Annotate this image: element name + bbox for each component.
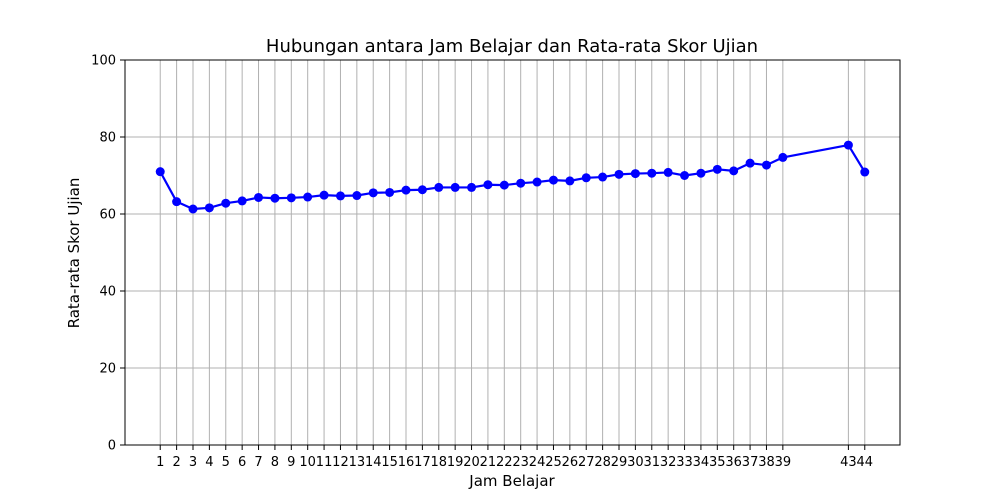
data-point — [237, 196, 247, 206]
series-line — [159, 143, 866, 211]
x-tick-label: 8 — [271, 455, 279, 470]
data-point — [303, 192, 313, 202]
data-point — [614, 169, 624, 179]
x-tick-label: 7 — [254, 455, 262, 470]
data-point — [729, 166, 739, 176]
data-point — [417, 185, 427, 195]
data-point — [385, 187, 395, 197]
data-point — [319, 190, 329, 200]
data-point — [548, 175, 558, 185]
x-tick-label: 28 — [594, 455, 611, 470]
x-tick-label: 3 — [189, 455, 197, 470]
x-tick-label: 35 — [709, 455, 726, 470]
data-point — [483, 180, 493, 190]
data-point — [204, 203, 214, 213]
x-tick-label: 25 — [545, 455, 562, 470]
x-tick-label: 5 — [222, 455, 230, 470]
x-tick-label: 14 — [365, 455, 382, 470]
data-point — [254, 192, 264, 202]
x-tick-label: 36 — [725, 455, 742, 470]
data-point — [581, 173, 591, 183]
data-point — [450, 182, 460, 192]
x-tick-label: 2 — [172, 455, 180, 470]
data-point — [565, 176, 575, 186]
y-tick-label: 80 — [99, 131, 116, 146]
x-tick-label: 43 — [840, 455, 857, 470]
data-point — [434, 182, 444, 192]
data-point — [335, 191, 345, 201]
x-axis-label: Jam Belajar — [468, 472, 555, 490]
x-tick-label: 24 — [529, 455, 546, 470]
data-point — [516, 178, 526, 188]
x-tick-label: 15 — [381, 455, 398, 470]
y-axis-label: Rata-rata Skor Ujian — [65, 178, 83, 329]
x-tick-label: 37 — [742, 455, 759, 470]
x-tick-label: 31 — [643, 455, 660, 470]
data-point — [172, 197, 182, 207]
data-point — [286, 193, 296, 203]
x-tick-label: 38 — [758, 455, 775, 470]
x-tick-label: 17 — [414, 455, 431, 470]
x-tick-label: 10 — [299, 455, 316, 470]
plot-frame — [124, 59, 901, 446]
x-tick-label: 29 — [611, 455, 628, 470]
x-tick-label: 27 — [578, 455, 595, 470]
data-point — [696, 168, 706, 178]
x-tick-label: 20 — [463, 455, 480, 470]
x-tick-label: 16 — [398, 455, 415, 470]
data-point — [647, 168, 657, 178]
grid-layer — [125, 59, 900, 446]
data-point — [532, 177, 542, 187]
data-point — [843, 140, 853, 150]
x-tick-label: 39 — [775, 455, 792, 470]
x-tick-label: 19 — [447, 455, 464, 470]
data-point — [630, 169, 640, 179]
x-tick-label: 30 — [627, 455, 644, 470]
data-point — [467, 182, 477, 192]
data-point — [368, 188, 378, 198]
data-point — [680, 171, 690, 180]
data-point — [221, 198, 231, 208]
data-point — [499, 180, 509, 190]
x-tick-label: 12 — [332, 455, 349, 470]
data-point — [598, 172, 608, 182]
series-layer — [155, 140, 870, 214]
x-tick-label: 1 — [156, 455, 164, 470]
x-tick-label: 23 — [512, 455, 529, 470]
data-point — [155, 167, 165, 177]
x-tick-label: 34 — [693, 455, 710, 470]
y-tick-label: 100 — [91, 54, 116, 69]
y-tick-label: 40 — [99, 285, 116, 300]
data-point — [188, 204, 198, 214]
data-point — [745, 158, 755, 168]
x-tick-label: 13 — [349, 455, 366, 470]
x-tick-label: 44 — [856, 455, 873, 470]
data-point — [663, 167, 673, 177]
x-tick-label: 4 — [205, 455, 213, 470]
data-point — [860, 167, 870, 177]
data-point — [778, 152, 788, 162]
x-tick-label: 6 — [238, 455, 246, 470]
x-tick-label: 18 — [430, 455, 447, 470]
data-point — [712, 164, 722, 174]
x-tick-label: 22 — [496, 455, 513, 470]
x-tick-label: 33 — [676, 455, 693, 470]
data-point — [270, 193, 280, 203]
x-tick-label: 32 — [660, 455, 677, 470]
ticks-layer: 1 2 3 4 5 6 7 8 9 10 11 12 13 14 15 16 17 18 19 20 21 22 23 24 2… — [91, 54, 873, 471]
y-tick-label: 20 — [99, 362, 116, 377]
data-point — [352, 191, 362, 201]
y-tick-label: 60 — [99, 208, 116, 223]
x-tick-label: 11 — [316, 455, 333, 470]
chart-title: Hubungan antara Jam Belajar dan Rata-rat… — [266, 36, 758, 57]
data-point — [761, 160, 771, 170]
x-tick-label: 9 — [287, 455, 295, 470]
data-point — [401, 185, 411, 195]
y-tick-label: 0 — [108, 439, 116, 454]
x-tick-label: 21 — [480, 455, 497, 470]
x-tick-label: 26 — [562, 455, 579, 470]
